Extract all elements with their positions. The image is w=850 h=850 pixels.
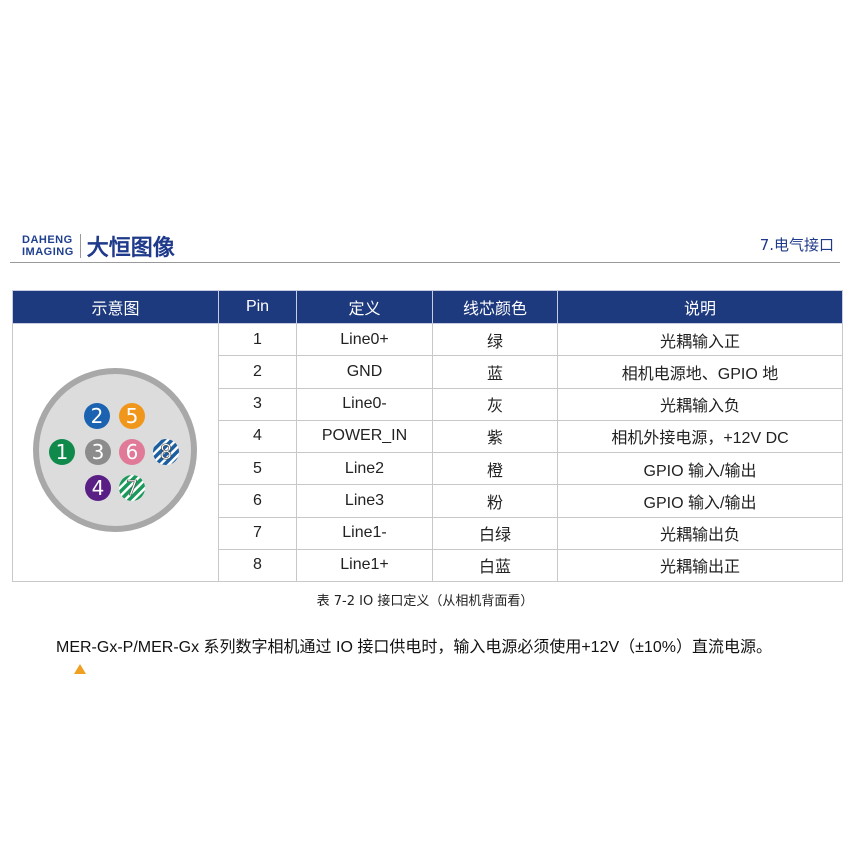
- definition-cell: Line3: [296, 484, 433, 518]
- pin-6: 6: [119, 439, 145, 465]
- description-cell: GPIO 输入/输出: [557, 484, 843, 518]
- table-header-row: 示意图 Pin 定义 线芯颜色 说明: [12, 290, 843, 324]
- description-cell: 光耦输入负: [557, 387, 843, 421]
- definition-cell: Line1-: [296, 516, 433, 550]
- header-rule: [10, 262, 840, 263]
- pin-cell: 2: [218, 355, 297, 389]
- table-row: 5 Line2 橙 GPIO 输入/输出: [13, 451, 843, 486]
- section-title: 7.电气接口: [759, 236, 834, 254]
- pin-7: 7: [119, 475, 145, 501]
- wire-color-cell: 灰: [432, 387, 558, 421]
- pin-label: 5: [126, 404, 139, 428]
- pin-label: 3: [92, 440, 105, 464]
- description-cell: 光耦输入正: [557, 322, 843, 357]
- col-description: 说明: [557, 290, 843, 324]
- table-row: 4 POWER_IN 紫 相机外接电源，+12V DC: [13, 419, 843, 454]
- logo-divider: [79, 234, 81, 258]
- logo-cn: 大恒图像: [86, 236, 175, 261]
- pin-cell: 8: [218, 548, 297, 583]
- logo-en-line2: IMAGING: [22, 246, 74, 258]
- pin-label: 8: [160, 440, 173, 464]
- pin-label: 7: [126, 476, 139, 500]
- col-pin: Pin: [218, 290, 297, 324]
- logo-en-line1: DAHENG: [22, 234, 73, 246]
- description-cell: 光耦输出正: [557, 548, 843, 583]
- pin-2: 2: [84, 403, 110, 429]
- pin-cell: 6: [218, 484, 297, 518]
- definition-cell: Line2: [296, 451, 433, 486]
- wire-color-cell: 白绿: [432, 516, 558, 550]
- pin-label: 2: [91, 404, 104, 428]
- table-row: 8 Line1+ 白蓝 光耦输出正: [13, 548, 843, 583]
- wire-color-cell: 白蓝: [432, 548, 558, 583]
- definition-cell: Line1+: [296, 548, 433, 583]
- pin-4: 4: [85, 475, 111, 501]
- warning-icon: [74, 664, 86, 674]
- wire-color-cell: 蓝: [432, 355, 558, 389]
- wire-color-cell: 紫: [432, 419, 558, 454]
- body-paragraph: MER-Gx-P/MER-Gx 系列数字相机通过 IO 接口供电时，输入电源必须…: [56, 639, 772, 656]
- table-row: 2 GND 蓝 相机电源地、GPIO 地: [13, 355, 843, 389]
- table-caption: 表 7-2 IO 接口定义（从相机背面看）: [316, 594, 534, 609]
- pin-1: 1: [49, 439, 75, 465]
- daheng-logo: DAHENG IMAGING 大恒图像: [22, 230, 175, 262]
- col-wire-color: 线芯颜色: [432, 290, 558, 324]
- pin-cell: 5: [218, 451, 297, 486]
- pin-label: 6: [126, 440, 139, 464]
- description-cell: GPIO 输入/输出: [557, 451, 843, 486]
- pin-label: 4: [92, 476, 105, 500]
- wire-color-cell: 粉: [432, 484, 558, 518]
- description-cell: 相机外接电源，+12V DC: [557, 419, 843, 454]
- pin-cell: 4: [218, 419, 297, 454]
- definition-cell: GND: [296, 355, 433, 389]
- table-row: 7 Line1- 白绿 光耦输出负: [13, 516, 843, 550]
- pin-cell: 3: [218, 387, 297, 421]
- wire-color-cell: 绿: [432, 322, 558, 357]
- description-cell: 光耦输出负: [557, 516, 843, 550]
- col-diagram: 示意图: [12, 290, 219, 324]
- col-definition: 定义: [296, 290, 433, 324]
- definition-cell: Line0-: [296, 387, 433, 421]
- pin-8: 8: [153, 439, 179, 465]
- description-cell: 相机电源地、GPIO 地: [557, 355, 843, 389]
- pin-5: 5: [119, 403, 145, 429]
- pin-label: 1: [56, 440, 69, 464]
- wire-color-cell: 橙: [432, 451, 558, 486]
- definition-cell: Line0+: [296, 322, 433, 357]
- definition-cell: POWER_IN: [296, 419, 433, 454]
- pin-cell: 1: [218, 322, 297, 357]
- pin-cell: 7: [218, 516, 297, 550]
- pin-3: 3: [85, 439, 111, 465]
- connector-body: [33, 368, 197, 532]
- connector-diagram: 12 3 4 5 6 78: [33, 368, 197, 532]
- table-row: 6 Line3 粉 GPIO 输入/输出: [13, 484, 843, 518]
